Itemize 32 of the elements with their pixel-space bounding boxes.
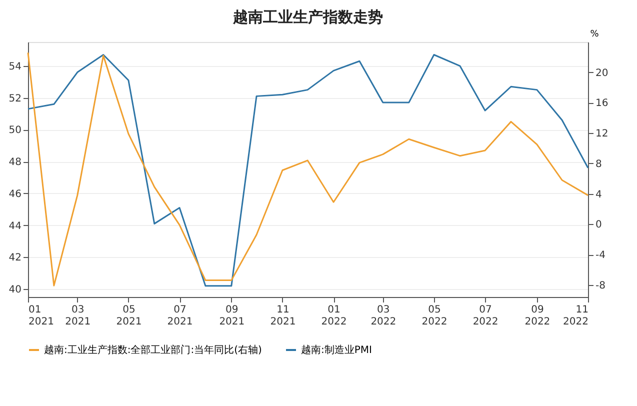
y2-tick-label: 8 xyxy=(596,158,602,170)
y2-tick-label: -4 xyxy=(596,250,606,261)
y-tick-label: 44 xyxy=(8,220,22,232)
y2-tick-label: 20 xyxy=(596,68,608,79)
x-tick-label: 11 2021 xyxy=(270,304,296,328)
x-tick-label: 07 2022 xyxy=(472,304,498,328)
y-tick-label: 40 xyxy=(8,284,22,296)
y2-tick-label: 16 xyxy=(596,98,608,110)
x-tick-label: 11 2022 xyxy=(563,304,588,328)
y-tick-label: 42 xyxy=(8,252,22,264)
x-tick-label: 05 2021 xyxy=(116,304,142,328)
y-tick-label: 52 xyxy=(8,93,22,104)
x-tick-label: 09 2022 xyxy=(524,304,550,328)
y2-tick-label: 0 xyxy=(596,220,602,231)
y-tick-label: 46 xyxy=(8,188,22,200)
legend-label: 越南:制造业PMI xyxy=(301,344,372,356)
legend-label: 越南:工业生产指数:全部工业部门:当年同比(右轴) xyxy=(44,344,262,356)
x-tick-label: 05 2022 xyxy=(422,304,448,328)
x-tick-label: 03 2022 xyxy=(370,304,396,328)
chart-title: 越南工业生产指数走势 xyxy=(232,8,383,26)
y-tick-label: 48 xyxy=(8,157,22,168)
y-tick-label: 54 xyxy=(8,61,22,72)
y2-tick-label: -8 xyxy=(596,280,606,292)
y-tick-label: 50 xyxy=(8,125,22,136)
y2-tick-label: 4 xyxy=(596,189,602,200)
x-tick-label: 07 2021 xyxy=(167,304,193,328)
y2-axis-title: % xyxy=(590,30,600,40)
x-tick-label: 09 2021 xyxy=(219,304,245,328)
y2-tick-label: 12 xyxy=(596,128,608,140)
x-tick-label: 01 2022 xyxy=(321,304,347,328)
x-tick-label: 01 2021 xyxy=(28,304,54,328)
x-tick-label: 03 2021 xyxy=(65,304,91,328)
